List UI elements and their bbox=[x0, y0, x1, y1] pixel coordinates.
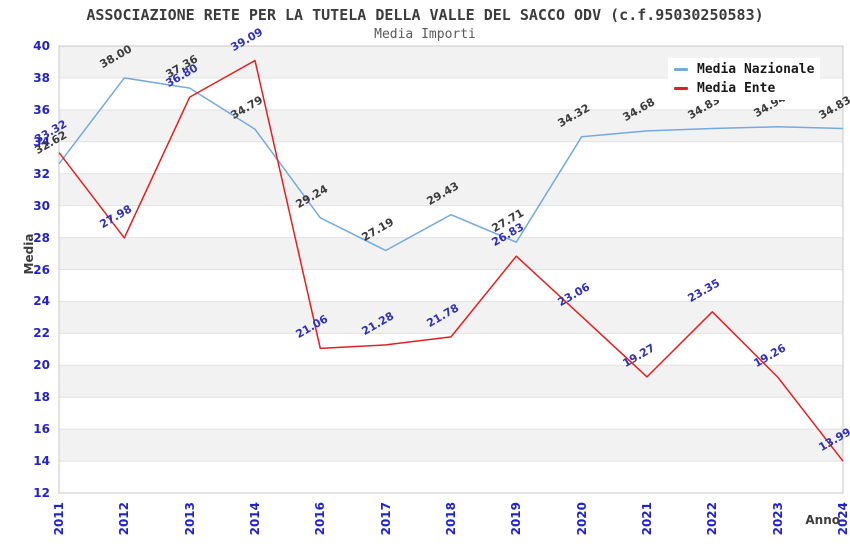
y-axis-tick-label: 38 bbox=[33, 70, 50, 85]
legend-label: Media Nazionale bbox=[697, 62, 815, 77]
y-axis-title: Media bbox=[22, 233, 36, 275]
y-axis-tick-label: 26 bbox=[33, 262, 50, 277]
x-axis-tick-label: 2017 bbox=[378, 502, 393, 536]
y-axis-tick-label: 32 bbox=[33, 166, 50, 181]
legend-item-media-nazionale[interactable]: Media Nazionale bbox=[674, 60, 815, 79]
y-axis-tick-label: 24 bbox=[33, 294, 50, 309]
media-ente-line-swatch-icon bbox=[674, 87, 688, 90]
y-axis-tick-label: 36 bbox=[33, 102, 50, 117]
x-axis-tick-label: 2012 bbox=[117, 502, 132, 536]
x-axis-tick-label: 2021 bbox=[640, 502, 654, 536]
x-axis-tick-label: 2011 bbox=[52, 502, 66, 536]
y-axis-tick-label: 12 bbox=[33, 486, 50, 500]
y-axis-tick-label: 18 bbox=[33, 390, 50, 405]
x-axis-tick-label: 2013 bbox=[182, 502, 197, 536]
y-axis-tick-label: 20 bbox=[33, 358, 50, 373]
chart-title: ASSOCIAZIONE RETE PER LA TUTELA DELLA VA… bbox=[86, 6, 764, 24]
media-nazionale-line-swatch-icon bbox=[674, 68, 688, 71]
y-axis-tick-label: 22 bbox=[33, 326, 50, 341]
x-axis-title: Anno bbox=[805, 513, 840, 527]
x-axis-tick-label: 2019 bbox=[509, 502, 524, 536]
y-axis-tick-label: 30 bbox=[33, 198, 50, 213]
y-axis-tick-label: 14 bbox=[33, 454, 50, 469]
y-axis-tick-label: 40 bbox=[33, 39, 50, 53]
x-axis-tick-label: 2016 bbox=[313, 502, 328, 536]
chart-subtitle: Media Importi bbox=[374, 27, 476, 42]
x-axis-tick-label: 2018 bbox=[444, 502, 458, 536]
legend: Media Nazionale Media Ente bbox=[668, 58, 821, 100]
x-axis-tick-label: 2020 bbox=[574, 502, 589, 536]
x-axis-tick-label: 2014 bbox=[248, 502, 262, 536]
legend-item-media-ente[interactable]: Media Ente bbox=[674, 79, 815, 98]
y-axis-tick-label: 34 bbox=[33, 134, 50, 149]
y-axis-tick-label: 28 bbox=[33, 230, 50, 245]
y-axis-tick-label: 16 bbox=[33, 422, 50, 437]
x-axis-tick-label: 2023 bbox=[770, 502, 785, 536]
x-axis-tick-label: 2022 bbox=[705, 502, 720, 536]
legend-label: Media Ente bbox=[697, 81, 776, 96]
